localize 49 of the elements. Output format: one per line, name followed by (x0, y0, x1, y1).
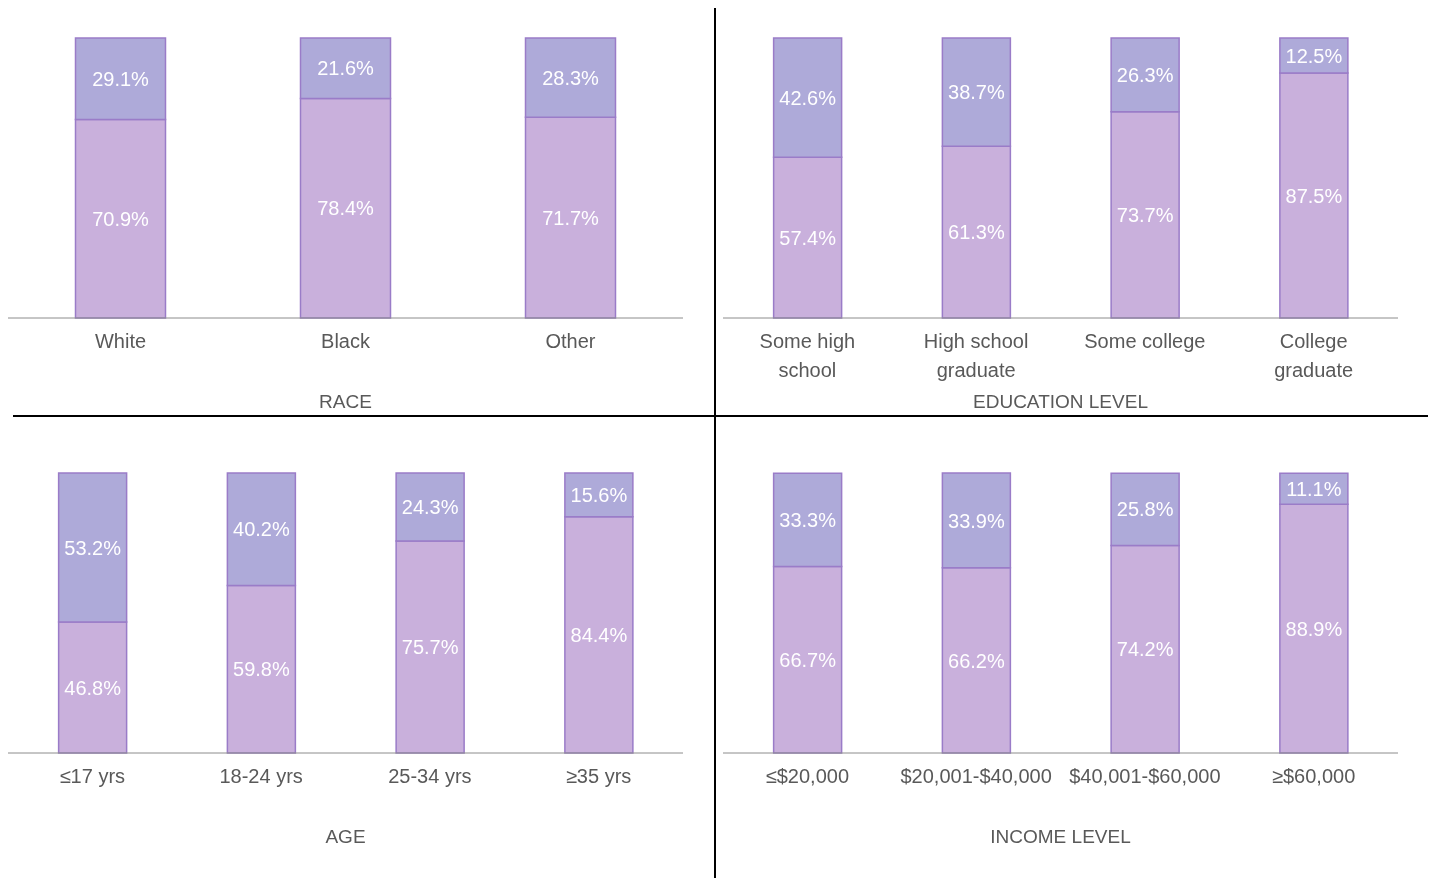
x-tick-label: ≤17 yrs (59, 765, 126, 787)
x-tick-label: 18-24 yrs (219, 765, 303, 787)
data-label: 25.8% (1116, 498, 1174, 521)
data-label: 38.7% (948, 81, 1005, 104)
x-tick-label: ≥35 yrs (565, 765, 632, 787)
x-tick-label: College graduate (1274, 330, 1354, 381)
data-label: 75.7% (401, 636, 459, 659)
data-label: 66.7% (779, 648, 837, 671)
data-label: 87.5% (1285, 184, 1343, 207)
x-axis-title: EDUCATION LEVEL (973, 391, 1148, 412)
data-label: 71.7% (542, 206, 600, 229)
data-label: 26.3% (1116, 63, 1174, 86)
x-axis-title: INCOME LEVEL (990, 826, 1131, 847)
x-tick-label: $40,001-$60,000 (1069, 765, 1221, 787)
data-label: 33.9% (948, 509, 1005, 532)
x-tick-label: Other (545, 330, 596, 352)
x-tick-label: High school graduate (923, 330, 1029, 381)
x-axis-title: RACE (319, 391, 372, 412)
x-tick-label: ≥$60,000 (1271, 765, 1356, 787)
data-label: 78.4% (317, 197, 375, 220)
data-label: 74.2% (1116, 638, 1174, 661)
x-tick-label: ≤$20,000 (765, 765, 850, 787)
x-axis-title: AGE (325, 826, 366, 847)
data-label: 28.3% (542, 66, 600, 89)
x-tick-label: 25-34 yrs (388, 765, 472, 787)
data-label: 88.9% (1285, 617, 1343, 640)
data-label: 46.8% (64, 676, 122, 699)
data-label: 73.7% (1116, 203, 1174, 226)
data-label: 66.2% (948, 649, 1005, 672)
data-label: 53.2% (64, 536, 122, 559)
data-label: 21.6% (317, 57, 375, 80)
data-label: 33.3% (779, 508, 837, 531)
data-label: 59.8% (233, 658, 290, 681)
data-label: 42.6% (779, 86, 837, 109)
data-label: 57.4% (779, 226, 837, 249)
x-tick-label: Black (321, 330, 371, 352)
data-label: 12.5% (1285, 44, 1343, 67)
data-label: 70.9% (92, 207, 150, 230)
x-tick-label: $20,001-$40,000 (900, 765, 1052, 787)
data-label: 15.6% (570, 483, 628, 506)
data-label: 40.2% (233, 518, 290, 541)
data-label: 24.3% (401, 496, 459, 519)
data-label: 84.4% (570, 623, 628, 646)
x-tick-label: Some college (1084, 330, 1206, 352)
data-label: 11.1% (1286, 477, 1342, 500)
data-label: 29.1% (92, 67, 150, 90)
x-tick-label: Some high school (759, 330, 856, 381)
x-tick-label: White (94, 330, 147, 352)
data-label: 61.3% (948, 221, 1005, 244)
